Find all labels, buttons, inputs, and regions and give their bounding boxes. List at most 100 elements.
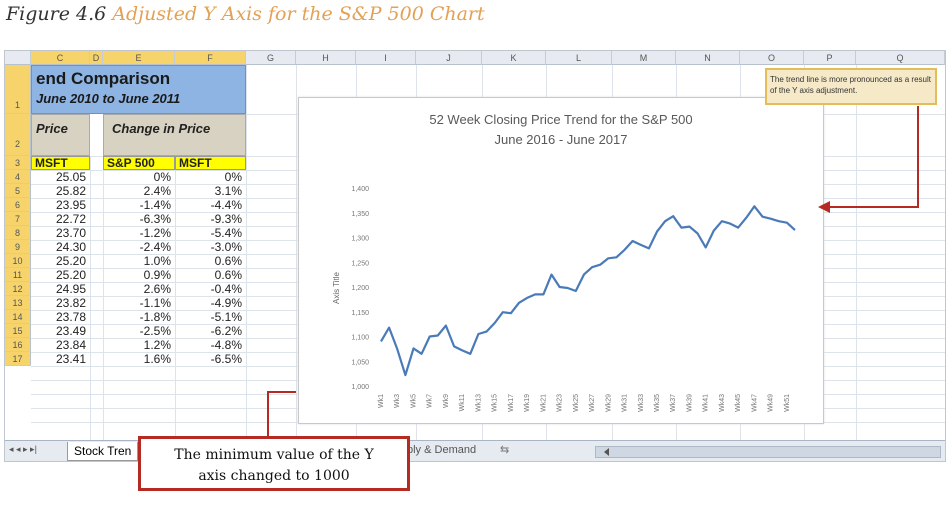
column-header-m[interactable]: M: [612, 51, 676, 65]
y-axis-title: Axis Title: [332, 271, 341, 304]
price-cell[interactable]: 24.30: [55, 240, 86, 254]
row-header-10[interactable]: 10: [5, 254, 31, 268]
column-header-q[interactable]: Q: [856, 51, 945, 65]
price-cell[interactable]: 23.84: [55, 338, 86, 352]
tab-stock-trend[interactable]: Stock Tren: [67, 442, 139, 461]
row-header-4[interactable]: 4: [5, 170, 31, 184]
msft-change-cell[interactable]: -6.2%: [210, 324, 242, 338]
price-cell[interactable]: 25.05: [55, 170, 86, 184]
line-chart[interactable]: 52 Week Closing Price Trend for the S&P …: [298, 97, 824, 424]
insert-sheet-icon[interactable]: ⇆: [500, 444, 510, 456]
column-header-h[interactable]: H: [296, 51, 356, 65]
msft2-header: MSFT: [179, 156, 212, 170]
title-block[interactable]: [31, 65, 246, 114]
horizontal-scrollbar[interactable]: [595, 446, 941, 458]
column-header-d[interactable]: D: [90, 51, 103, 65]
select-all-corner[interactable]: [5, 51, 31, 65]
column-header-e[interactable]: E: [103, 51, 175, 65]
price-cell[interactable]: 24.95: [55, 282, 86, 296]
tab-scroll-buttons[interactable]: ◂ ◂ ▸ ▸|: [9, 444, 37, 454]
msft-change-cell[interactable]: -9.3%: [210, 212, 242, 226]
msft-change-cell[interactable]: -4.9%: [210, 296, 242, 310]
column-header-f[interactable]: F: [175, 51, 246, 65]
column-header-p[interactable]: P: [804, 51, 856, 65]
callout-trend: The trend line is more pronounced as a r…: [765, 68, 937, 105]
column-header-j[interactable]: J: [416, 51, 482, 65]
arrow-bottom: [267, 391, 296, 436]
price-cell[interactable]: 25.20: [55, 268, 86, 282]
msft-change-cell[interactable]: -4.4%: [210, 198, 242, 212]
msft-change-cell[interactable]: -3.0%: [210, 240, 242, 254]
column-header-i[interactable]: I: [356, 51, 416, 65]
sp-change-cell[interactable]: 1.6%: [143, 352, 171, 366]
column-header-g[interactable]: G: [246, 51, 296, 65]
row-header-3[interactable]: 3: [5, 156, 31, 170]
price-cell[interactable]: 23.49: [55, 324, 86, 338]
price-cell[interactable]: 23.95: [55, 198, 86, 212]
row-header-14[interactable]: 14: [5, 310, 31, 324]
sp-change-cell[interactable]: -1.1%: [139, 296, 171, 310]
row-header-1[interactable]: 1: [5, 65, 31, 114]
msft-change-cell[interactable]: 3.1%: [214, 184, 242, 198]
row-header-12[interactable]: 12: [5, 282, 31, 296]
row-header-17[interactable]: 17: [5, 352, 31, 366]
sp500-header-cell[interactable]: [103, 156, 175, 170]
callout-minimum-line1: The minimum value of the Y: [174, 447, 374, 463]
price-cell[interactable]: 25.82: [55, 184, 86, 198]
sp-change-cell[interactable]: 0%: [153, 170, 171, 184]
x-tick-label: Wk5: [410, 394, 417, 408]
row-header-8[interactable]: 8: [5, 226, 31, 240]
price-header-cell[interactable]: [31, 114, 90, 156]
row-header-13[interactable]: 13: [5, 296, 31, 310]
msft-change-cell[interactable]: 0%: [224, 170, 242, 184]
tab-supply-demand[interactable]: ply & Demand: [407, 444, 477, 456]
price-cell[interactable]: 23.41: [55, 352, 86, 366]
sp-change-cell[interactable]: 1.2%: [143, 338, 171, 352]
row-header-9[interactable]: 9: [5, 240, 31, 254]
sp-change-cell[interactable]: 2.4%: [143, 184, 171, 198]
sp-change-cell[interactable]: 0.9%: [143, 268, 171, 282]
y-tick-label: 1,150: [351, 310, 369, 317]
x-tick-label: Wk11: [459, 394, 466, 411]
msft-change-cell[interactable]: -5.4%: [210, 226, 242, 240]
sp-change-cell[interactable]: -1.4%: [139, 198, 171, 212]
row-header-16[interactable]: 16: [5, 338, 31, 352]
price-cell[interactable]: 23.78: [55, 310, 86, 324]
sp-change-cell[interactable]: 2.6%: [143, 282, 171, 296]
row-header-15[interactable]: 15: [5, 324, 31, 338]
price-cell[interactable]: 23.70: [55, 226, 86, 240]
price-cell[interactable]: 22.72: [55, 212, 86, 226]
msft-change-cell[interactable]: -0.4%: [210, 282, 242, 296]
row-header-5[interactable]: 5: [5, 184, 31, 198]
column-header-o[interactable]: O: [740, 51, 804, 65]
msft-change-cell[interactable]: 0.6%: [214, 268, 242, 282]
msft-change-cell[interactable]: -4.8%: [210, 338, 242, 352]
sp-change-cell[interactable]: -2.4%: [139, 240, 171, 254]
row-header-6[interactable]: 6: [5, 198, 31, 212]
column-header-c[interactable]: C: [31, 51, 90, 65]
y-tick-label: 1,250: [351, 260, 369, 267]
sp-change-cell[interactable]: -1.2%: [139, 226, 171, 240]
sp-change-cell[interactable]: -1.8%: [139, 310, 171, 324]
row-header-2[interactable]: 2: [5, 114, 31, 156]
msft-change-cell[interactable]: -5.1%: [210, 310, 242, 324]
price-cell[interactable]: 23.82: [55, 296, 86, 310]
change-header-cell[interactable]: [103, 114, 246, 156]
chart-svg: 52 Week Closing Price Trend for the S&P …: [332, 112, 796, 412]
msft-change-cell[interactable]: -6.5%: [210, 352, 242, 366]
row-header-11[interactable]: 11: [5, 268, 31, 282]
msft-change-cell[interactable]: 0.6%: [214, 254, 242, 268]
column-header-k[interactable]: K: [482, 51, 546, 65]
scroll-left-icon[interactable]: [604, 448, 609, 456]
row-header-7[interactable]: 7: [5, 212, 31, 226]
column-header-l[interactable]: L: [546, 51, 612, 65]
x-axis: Wk1 Wk3 Wk5 Wk7 Wk9 Wk11 Wk13 Wk15 Wk17 Wk19 Wk21 W…: [378, 394, 791, 412]
msft2-header-cell[interactable]: [175, 156, 246, 170]
sp-change-cell[interactable]: -6.3%: [139, 212, 171, 226]
sp-change-cell[interactable]: -2.5%: [139, 324, 171, 338]
msft-header-cell[interactable]: [31, 156, 90, 170]
column-header-n[interactable]: N: [676, 51, 740, 65]
x-tick-label: Wk31: [622, 394, 629, 412]
price-cell[interactable]: 25.20: [55, 254, 86, 268]
sp-change-cell[interactable]: 1.0%: [143, 254, 171, 268]
